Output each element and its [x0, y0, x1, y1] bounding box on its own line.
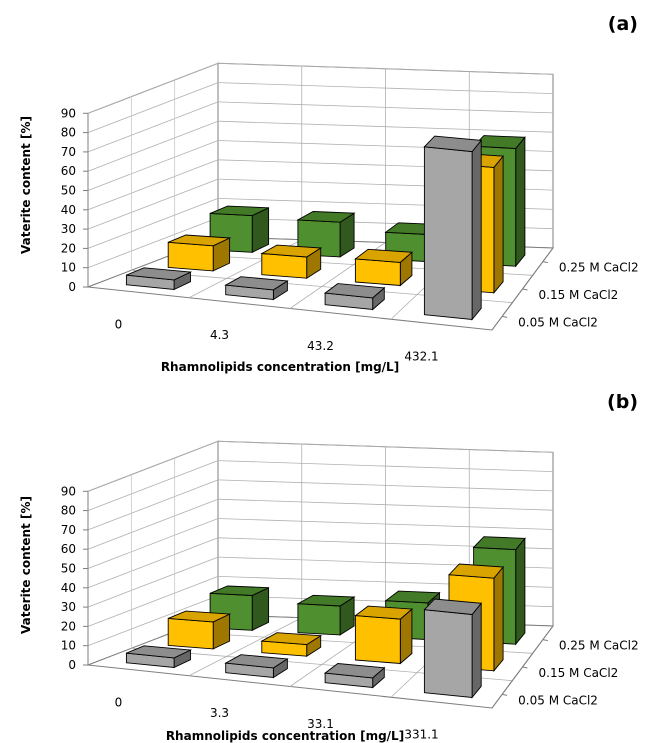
y-tick-label: 80	[61, 126, 76, 140]
x-tick-label: 33.1	[307, 717, 334, 731]
gridlines	[87, 440, 554, 698]
y-axis: 0 10 20 30 40 50 60 70 80 90	[61, 106, 89, 294]
bar	[224, 276, 289, 301]
bar	[224, 654, 289, 679]
bar	[423, 598, 483, 699]
series-label: 0.15 M CaCl2	[539, 288, 619, 302]
bar	[296, 594, 356, 636]
bar	[260, 632, 323, 658]
x-axis-title: Rhamnolipids concentration [mg/L]	[166, 729, 404, 743]
bar	[323, 663, 386, 689]
y-tick-label: 30	[61, 600, 76, 614]
depth-axis: 0.05 M CaCl2 0.15 M CaCl2 0.25 M CaCl2	[491, 625, 639, 709]
x-tick-label: 0	[115, 695, 123, 709]
y-axis-title: Vaterite content [%]	[19, 496, 33, 634]
depth-axis: 0.05 M CaCl2 0.15 M CaCl2 0.25 M CaCl2	[491, 247, 639, 331]
y-tick-label: 20	[61, 241, 76, 255]
x-axis: 0 3.3 33.1 331.1	[115, 695, 439, 741]
y-tick-label: 0	[68, 280, 76, 294]
chart-panel-b: 0 10 20 30 40 50 60 70 80 90 0 3.3 33.1 331.1 0.05 M C…	[19, 391, 639, 743]
bar	[167, 610, 232, 650]
panel-label: (a)	[608, 13, 638, 35]
y-tick-label: 90	[61, 484, 76, 498]
x-axis-title: Rhamnolipids concentration [mg/L]	[161, 360, 399, 374]
y-tick-label: 10	[61, 261, 76, 275]
series-label: 0.25 M CaCl2	[559, 261, 639, 275]
chart-panel-a: 0 10 20 30 40 50 60 70 80 90 0 4.3 43.2 432.1 0.05 M C…	[19, 13, 639, 374]
y-tick-label: 40	[61, 203, 76, 217]
bar	[125, 645, 193, 669]
x-tick-label: 3.3	[210, 706, 229, 720]
series-label: 0.15 M CaCl2	[539, 666, 619, 680]
x-tick-label: 43.2	[307, 339, 334, 353]
y-tick-label: 10	[61, 639, 76, 653]
y-tick-label: 70	[61, 145, 76, 159]
y-tick-label: 60	[61, 164, 76, 178]
x-tick-label: 331.1	[404, 728, 438, 742]
y-tick-label: 0	[68, 658, 76, 672]
y-axis-title: Vaterite content [%]	[19, 116, 33, 254]
bars	[125, 135, 526, 321]
series-label: 0.25 M CaCl2	[559, 639, 639, 653]
y-tick-label: 90	[61, 106, 76, 120]
bar	[354, 248, 414, 287]
y-tick-label: 50	[61, 184, 76, 198]
x-tick-label: 432.1	[404, 350, 438, 364]
x-axis: 0 4.3 43.2 432.1	[115, 317, 439, 363]
bar	[354, 605, 414, 665]
y-tick-label: 40	[61, 581, 76, 595]
bar	[260, 244, 323, 280]
y-tick-label: 30	[61, 222, 76, 236]
y-tick-label: 50	[61, 562, 76, 576]
series-label: 0.05 M CaCl2	[518, 315, 598, 329]
y-tick-label: 80	[61, 504, 76, 518]
bar	[423, 135, 483, 321]
x-tick-label: 4.3	[210, 328, 229, 342]
y-axis: 0 10 20 30 40 50 60 70 80 90	[61, 484, 89, 672]
bars	[125, 536, 526, 699]
series-label: 0.05 M CaCl2	[518, 693, 598, 707]
bar	[125, 267, 193, 291]
y-tick-label: 20	[61, 619, 76, 633]
y-tick-label: 60	[61, 542, 76, 556]
x-tick-label: 0	[115, 317, 123, 331]
bar	[167, 234, 232, 272]
bar	[323, 283, 386, 311]
panel-label: (b)	[607, 391, 638, 413]
y-tick-label: 70	[61, 523, 76, 537]
